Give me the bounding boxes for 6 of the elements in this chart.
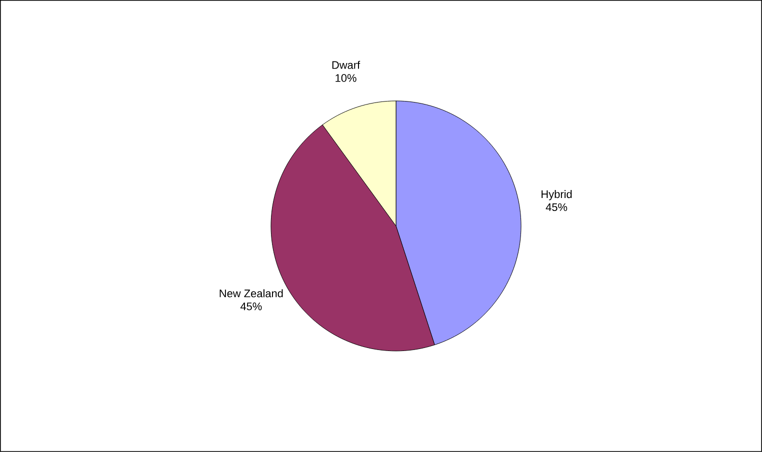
slice-label: Dwarf — [332, 60, 360, 69]
slice-label: New Zealand — [220, 289, 283, 298]
slice-label: Hybrid — [542, 190, 572, 200]
data-label: 45% — [240, 302, 262, 310]
data-label: 10% — [336, 74, 356, 82]
data-label: 45% — [546, 203, 568, 212]
